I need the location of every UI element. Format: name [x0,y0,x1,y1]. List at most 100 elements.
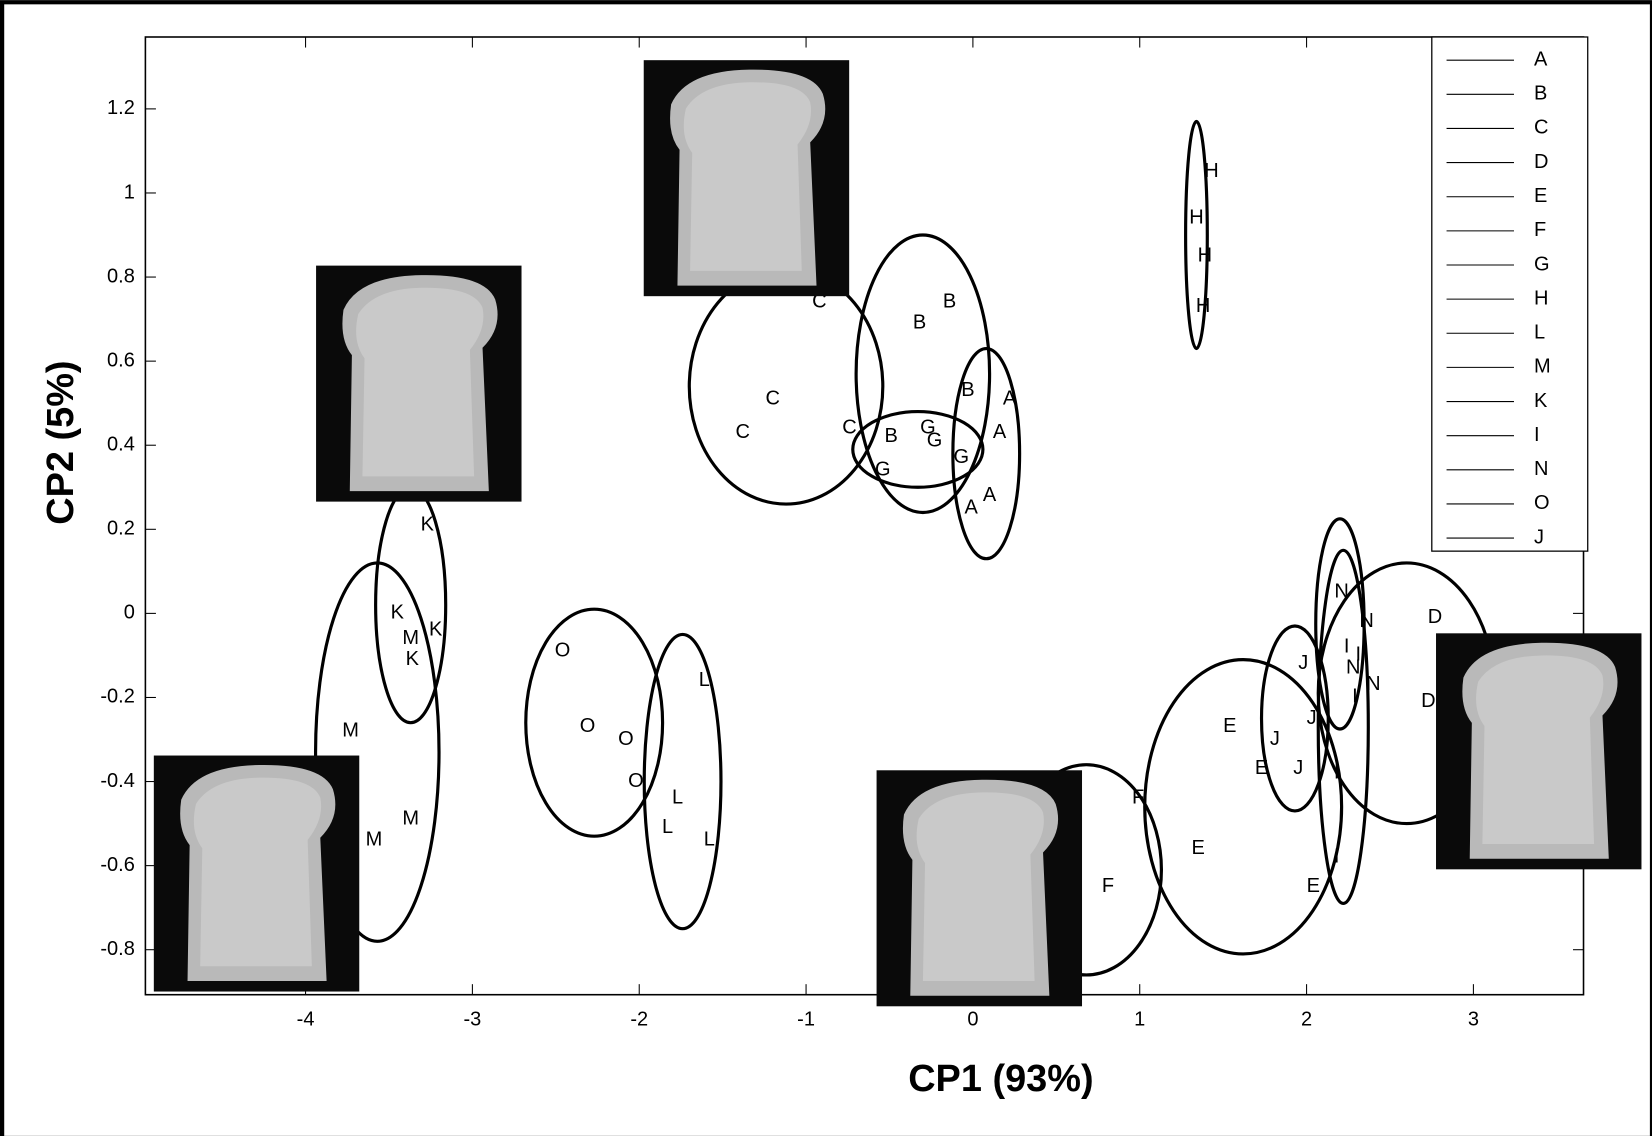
point-label: I [1344,635,1350,657]
legend-label: G [1534,253,1550,275]
point-label: O [628,770,644,792]
bread-crumb [916,792,1044,981]
point-label: M [402,627,419,649]
point-label: L [662,816,673,838]
legend-label: B [1534,83,1547,105]
point-label: O [580,715,596,737]
legend-label: A [1534,48,1548,70]
group-ellipse [1143,658,1344,956]
x-tick-label: 2 [1301,1008,1312,1030]
group-ellipse [374,485,448,725]
point-label: I [1334,846,1340,868]
point-label: O [618,728,634,750]
point-label: K [406,648,420,670]
point-label: F [1132,787,1144,809]
point-label: I [1334,761,1340,783]
bread-photo [316,265,522,502]
x-tick-label: -4 [297,1008,315,1030]
point-label: K [391,602,405,624]
x-tick-label: 3 [1468,1008,1479,1030]
y-tick-label: -0.6 [100,854,134,876]
point-label: B [943,291,956,313]
point-label: G [875,459,891,481]
point-label: E [1223,715,1236,737]
point-label: J [1293,757,1303,779]
point-label: L [672,787,683,809]
bread-crumb [1476,655,1604,845]
legend-label: D [1534,151,1548,173]
y-tick-label: 0.6 [107,349,135,371]
bread-photo [153,755,360,992]
point-label: B [884,425,897,447]
plot-area [144,36,1585,996]
legend-label: N [1534,458,1548,480]
y-tick-label: -0.8 [100,938,134,960]
legend-label: C [1534,117,1548,139]
point-label: K [429,618,443,640]
point-label: L [699,669,710,691]
point-label: E [1307,875,1320,897]
x-axis-label: CP1 (93%) [908,1058,1093,1100]
y-tick-label: -0.2 [100,686,134,708]
point-label: L [704,829,715,851]
point-label: A [983,484,997,506]
point-label: A [993,421,1007,443]
group-ellipse [951,346,1022,561]
legend-label: L [1534,322,1545,344]
group-ellipse [1259,624,1330,813]
point-label: M [402,808,419,830]
point-label: C [765,387,779,409]
point-label: M [342,719,359,741]
point-label: H [1196,295,1210,317]
point-label: H [1198,244,1212,266]
point-label: B [913,312,926,334]
point-label: D [1421,690,1435,712]
point-label: J [1298,652,1308,674]
point-label: I [1352,686,1358,708]
point-label: I [1356,644,1362,666]
point-label: C [842,417,856,439]
legend-label: E [1534,185,1547,207]
y-tick-label: 1 [124,181,135,203]
point-label: C [735,421,749,443]
x-tick-label: -3 [463,1008,481,1030]
point-label: G [920,417,936,439]
point-label: M [366,829,383,851]
point-label: H [1204,160,1218,182]
plot: -4 -3 -2 -1 0 1 2 3 -0.8 -0.6 -0.4 -0.2 0 0.2 0.4 0.6 0.… [100,36,1584,1030]
group-ellipse [524,607,665,838]
bread-photo [1436,633,1642,870]
point-label: H [1189,206,1203,228]
point-label: O [555,640,571,662]
group-ellipse [854,233,992,515]
y-tick-label: 0 [124,602,135,624]
point-label: A [1003,387,1017,409]
bread-crumb [683,82,812,271]
group-ellipse [851,410,985,489]
y-tick-label: 0.2 [107,518,135,540]
legend-label: I [1534,424,1540,446]
y-tick-label: 1.2 [107,97,135,119]
legend-label: O [1534,492,1550,514]
bread-photo [643,60,850,297]
y-tick-label: 0.4 [107,434,135,456]
bread-crumb [356,287,484,477]
x-tick-label: 0 [967,1008,978,1030]
bread-images [153,60,1642,1007]
group-ellipse [687,267,885,506]
legend-label: K [1534,390,1548,412]
point-label: G [953,446,969,468]
legend-label: H [1534,287,1548,309]
point-label: N [1366,673,1380,695]
group-ellipse [1314,517,1366,731]
y-tick-label: 0.8 [107,265,135,287]
group-ellipse [1316,548,1370,906]
group-ellipse [642,632,723,931]
point-label: J [1307,707,1317,729]
point-label: G [927,429,943,451]
bread-crumb [193,777,322,967]
